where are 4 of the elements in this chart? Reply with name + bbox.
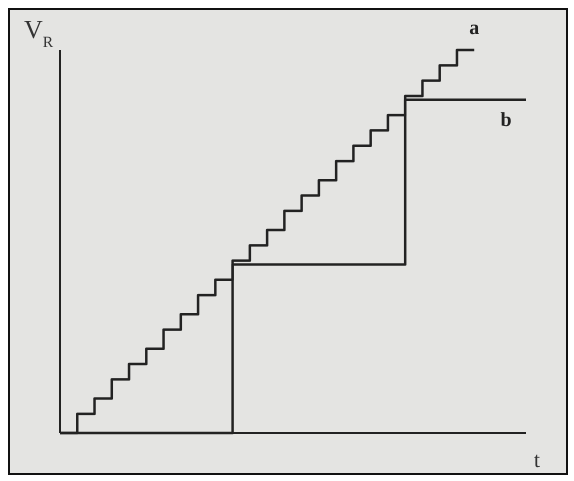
series-label: b — [500, 108, 512, 131]
x-axis-title: t — [534, 447, 540, 472]
y-axis-title: V$_{R}$ — [24, 15, 54, 50]
series-label: a — [469, 17, 480, 39]
